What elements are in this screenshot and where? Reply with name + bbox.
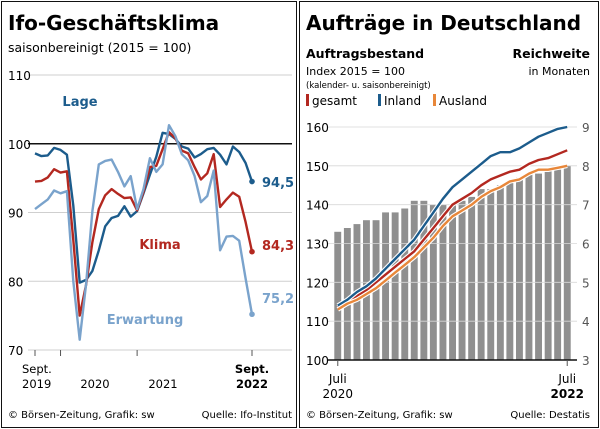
reach-bar — [391, 212, 399, 360]
ifo-source-left: © Börsen-Zeitung, Grafik: sw — [8, 410, 155, 421]
orders-ytick-right-label: 4 — [582, 315, 590, 329]
right-chart-frame — [299, 1, 599, 428]
reach-bar — [334, 231, 342, 360]
left-chart-frame — [1, 1, 297, 428]
reach-bar — [458, 200, 466, 360]
ifo-end-value-label: 75,2 — [262, 292, 294, 307]
orders-legend-label: Inland — [384, 94, 421, 108]
ifo-ytick-label: 90 — [8, 207, 23, 221]
ifo-ytick-label: 80 — [8, 275, 23, 289]
orders-source-left: © Börsen-Zeitung, Grafik: sw — [306, 410, 453, 421]
orders-ytick-right-label: 5 — [582, 276, 590, 290]
orders-chart: Aufträge in Deutschland Auftragsbestand … — [306, 11, 590, 421]
orders-series-line-inland — [337, 125, 568, 307]
orders-ytick-left-label: 100 — [306, 354, 329, 368]
orders-series-line-ausland — [337, 164, 568, 311]
reach-bar — [477, 189, 485, 360]
ifo-xtick-label: 2022 — [236, 377, 268, 391]
reach-bar — [535, 173, 542, 360]
ifo-xtick-label: Sept. — [22, 362, 52, 376]
orders-left-axis-title: Auftragsbestand — [306, 46, 424, 61]
ifo-ytick-label: 100 — [8, 138, 31, 152]
reach-bar — [343, 228, 351, 360]
ifo-series-endpoint — [249, 178, 255, 185]
orders-left-axis-subtitle: Index 2015 = 100 — [306, 65, 405, 78]
orders-ytick-right-label: 6 — [582, 238, 590, 252]
ifo-chart-subtitle: saisonbereinigt (2015 = 100) — [8, 40, 191, 55]
ifo-series-label: Klima — [139, 238, 180, 253]
reach-bar — [487, 189, 495, 360]
orders-ytick-right-label: 3 — [582, 354, 590, 368]
orders-series-line-gesamt — [337, 149, 568, 309]
ifo-end-value-label: 94,5 — [262, 176, 294, 191]
orders-right-axis-title-1: Reichweite — [513, 46, 590, 61]
orders-ytick-left-label: 130 — [306, 238, 329, 252]
orders-ytick-left-label: 140 — [306, 199, 329, 213]
orders-xtick-label: 2020 — [323, 387, 354, 401]
reach-bar — [410, 200, 418, 360]
orders-legend-swatch — [378, 94, 381, 106]
ifo-ytick-label: 110 — [8, 69, 31, 83]
orders-source-right: Quelle: Destatis — [510, 410, 590, 421]
ifo-ytick-label: 70 — [8, 344, 23, 358]
reach-bar — [496, 185, 504, 361]
reach-bar — [516, 177, 523, 360]
orders-ytick-left-label: 150 — [306, 160, 329, 174]
reach-bar — [525, 173, 533, 360]
orders-right-axis-title-2: in Monaten — [528, 65, 590, 78]
orders-ytick-left-label: 160 — [306, 121, 329, 135]
ifo-xtick-label: 2019 — [22, 377, 51, 391]
reach-bar — [382, 212, 389, 360]
ifo-series-endpoint — [249, 248, 255, 255]
reach-bar — [563, 165, 571, 360]
ifo-xtick-label: 2021 — [148, 377, 177, 391]
ifo-chart: Ifo-Geschäftsklima saisonbereinigt (2015… — [8, 11, 294, 421]
orders-chart-title: Aufträge in Deutschland — [306, 11, 581, 35]
orders-legend-swatch — [306, 94, 309, 106]
orders-legend-label: gesamt — [312, 94, 357, 108]
orders-xtick-label: 2022 — [551, 387, 584, 401]
orders-left-axis-note: (kalender- u. saisonbereinigt) — [306, 81, 431, 91]
reach-bar — [468, 196, 476, 360]
ifo-chart-title: Ifo-Geschäftsklima — [8, 11, 219, 35]
orders-xtick-label: Juli — [557, 372, 576, 386]
ifo-series-line-erwartung — [34, 123, 254, 341]
ifo-series-endpoint — [249, 311, 255, 318]
ifo-series-label: Erwartung — [107, 313, 184, 328]
orders-ytick-left-label: 120 — [306, 276, 329, 290]
orders-xtick-label: Juli — [328, 372, 347, 386]
orders-ytick-right-label: 8 — [582, 160, 590, 174]
reach-bar — [401, 208, 409, 360]
ifo-xtick-label: Sept. — [235, 362, 269, 376]
ifo-xtick-label: 2020 — [80, 377, 109, 391]
ifo-source-right: Quelle: Ifo-Institut — [202, 410, 292, 421]
orders-ytick-left-label: 110 — [306, 315, 329, 329]
ifo-series-label: Lage — [62, 95, 97, 110]
reach-bar — [420, 200, 428, 360]
reach-bar — [554, 169, 562, 360]
orders-legend-swatch — [433, 94, 436, 106]
orders-ytick-right-label: 9 — [582, 121, 590, 135]
reach-bar — [506, 181, 514, 360]
orders-ytick-right-label: 7 — [582, 199, 590, 213]
orders-legend-label: Ausland — [439, 94, 487, 108]
reach-bar — [544, 169, 552, 360]
ifo-end-value-label: 84,3 — [262, 239, 294, 254]
